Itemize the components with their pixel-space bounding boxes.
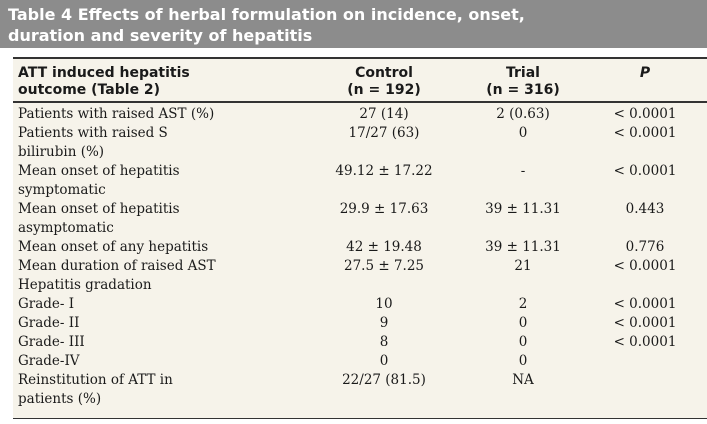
table-row: Patients with raised S bilirubin (%) 17/2… [13,124,707,162]
row-p-value: < 0.0001 [613,125,677,141]
data-table: ATT induced hepatitis outcome (Table 2) … [13,57,707,419]
row-label: Mean onset of hepatitis asymptomatic [18,201,180,236]
row-control-value: 10 [375,296,393,312]
header-outcome-line-1: ATT induced hepatitis [18,65,190,81]
row-trial-value: 21 [514,258,532,274]
row-p-value: < 0.0001 [613,334,677,350]
row-label: Mean onset of hepatitis symptomatic [18,163,180,198]
header-trial-line-1: Trial [506,65,540,81]
table-row: Hepatitis gradation [13,276,707,295]
row-trial-value: NA [512,372,534,388]
table-row: Mean onset of hepatitis asymptomatic 29.9… [13,200,707,238]
table-row: Mean onset of hepatitis symptomatic 49.12… [13,162,707,200]
table-row: Grade- III 8 0 < 0.0001 [13,333,707,352]
header-control: Control (n = 192) [313,65,455,99]
row-control-value: 9 [379,315,389,331]
row-control-value: 42 ± 19.48 [346,239,422,255]
row-control-value: 22/27 (81.5) [342,372,426,388]
header-p-value: P [639,65,651,81]
row-control-value: 29.9 ± 17.63 [339,201,429,217]
table-title-line-1: Table 4 Effects of herbal formulation on… [8,5,525,24]
row-p-value: < 0.0001 [613,163,677,179]
row-p-value: < 0.0001 [613,106,677,122]
header-trial: Trial (n = 316) [455,65,591,99]
row-control-value: 0 [379,353,389,369]
header-outcome-line-2: outcome (Table 2) [18,82,161,98]
table-row: Grade- II 9 0 < 0.0001 [13,314,707,333]
table-row: Grade- I 10 2 < 0.0001 [13,295,707,314]
table-title-line-2: duration and severity of hepatitis [8,26,313,45]
row-p-value: < 0.0001 [613,315,677,331]
row-label: Hepatitis gradation [18,277,152,293]
row-control-value: 27.5 ± 7.25 [343,258,424,274]
row-p-value: 0.776 [625,239,665,255]
table-header: ATT induced hepatitis outcome (Table 2) … [13,59,707,103]
row-trial-value: 0 [518,334,528,350]
row-p-value: < 0.0001 [613,258,677,274]
row-control-value: 8 [379,334,389,350]
row-label: Grade- II [18,315,80,331]
row-label: Patients with raised S bilirubin (%) [18,125,168,160]
table-row: Mean duration of raised AST 27.5 ± 7.25 21… [13,257,707,276]
row-p-value: < 0.0001 [613,296,677,312]
row-control-value: 17/27 (63) [348,125,420,141]
row-trial-value: 39 ± 11.31 [485,239,561,255]
row-label: Mean onset of any hepatitis [18,239,209,255]
header-outcome: ATT induced hepatitis outcome (Table 2) [18,65,308,99]
row-label: Grade- III [18,334,85,350]
row-trial-value: - [520,163,526,179]
row-p-value: 0.443 [625,201,665,217]
table-body: Patients with raised AST (%) 27 (14) 2 (0.… [13,105,707,409]
table-row: Mean onset of any hepatitis 42 ± 19.48 39 … [13,238,707,257]
row-label: Grade-IV [18,353,80,369]
row-control-value: 49.12 ± 17.22 [335,163,433,179]
row-label: Mean duration of raised AST [18,258,216,274]
header-trial-line-2: (n = 316) [486,82,560,98]
row-trial-value: 2 [518,296,528,312]
row-trial-value: 0 [518,125,528,141]
row-trial-value: 39 ± 11.31 [485,201,561,217]
row-label: Patients with raised AST (%) [18,106,215,122]
row-trial-value: 0 [518,353,528,369]
row-label: Reinstitution of ATT in patients (%) [18,372,173,407]
table-row: Reinstitution of ATT in patients (%) 22/2… [13,371,707,409]
row-trial-value: 2 (0.63) [496,106,550,122]
row-trial-value: 0 [518,315,528,331]
header-control-line-2: (n = 192) [347,82,421,98]
row-label: Grade- I [18,296,75,312]
table-title: Table 4 Effects of herbal formulation on… [0,0,707,48]
row-control-value: 27 (14) [359,106,409,122]
table-row: Patients with raised AST (%) 27 (14) 2 (0.… [13,105,707,124]
header-control-line-1: Control [355,65,413,81]
table-row: Grade-IV 0 0 [13,352,707,371]
